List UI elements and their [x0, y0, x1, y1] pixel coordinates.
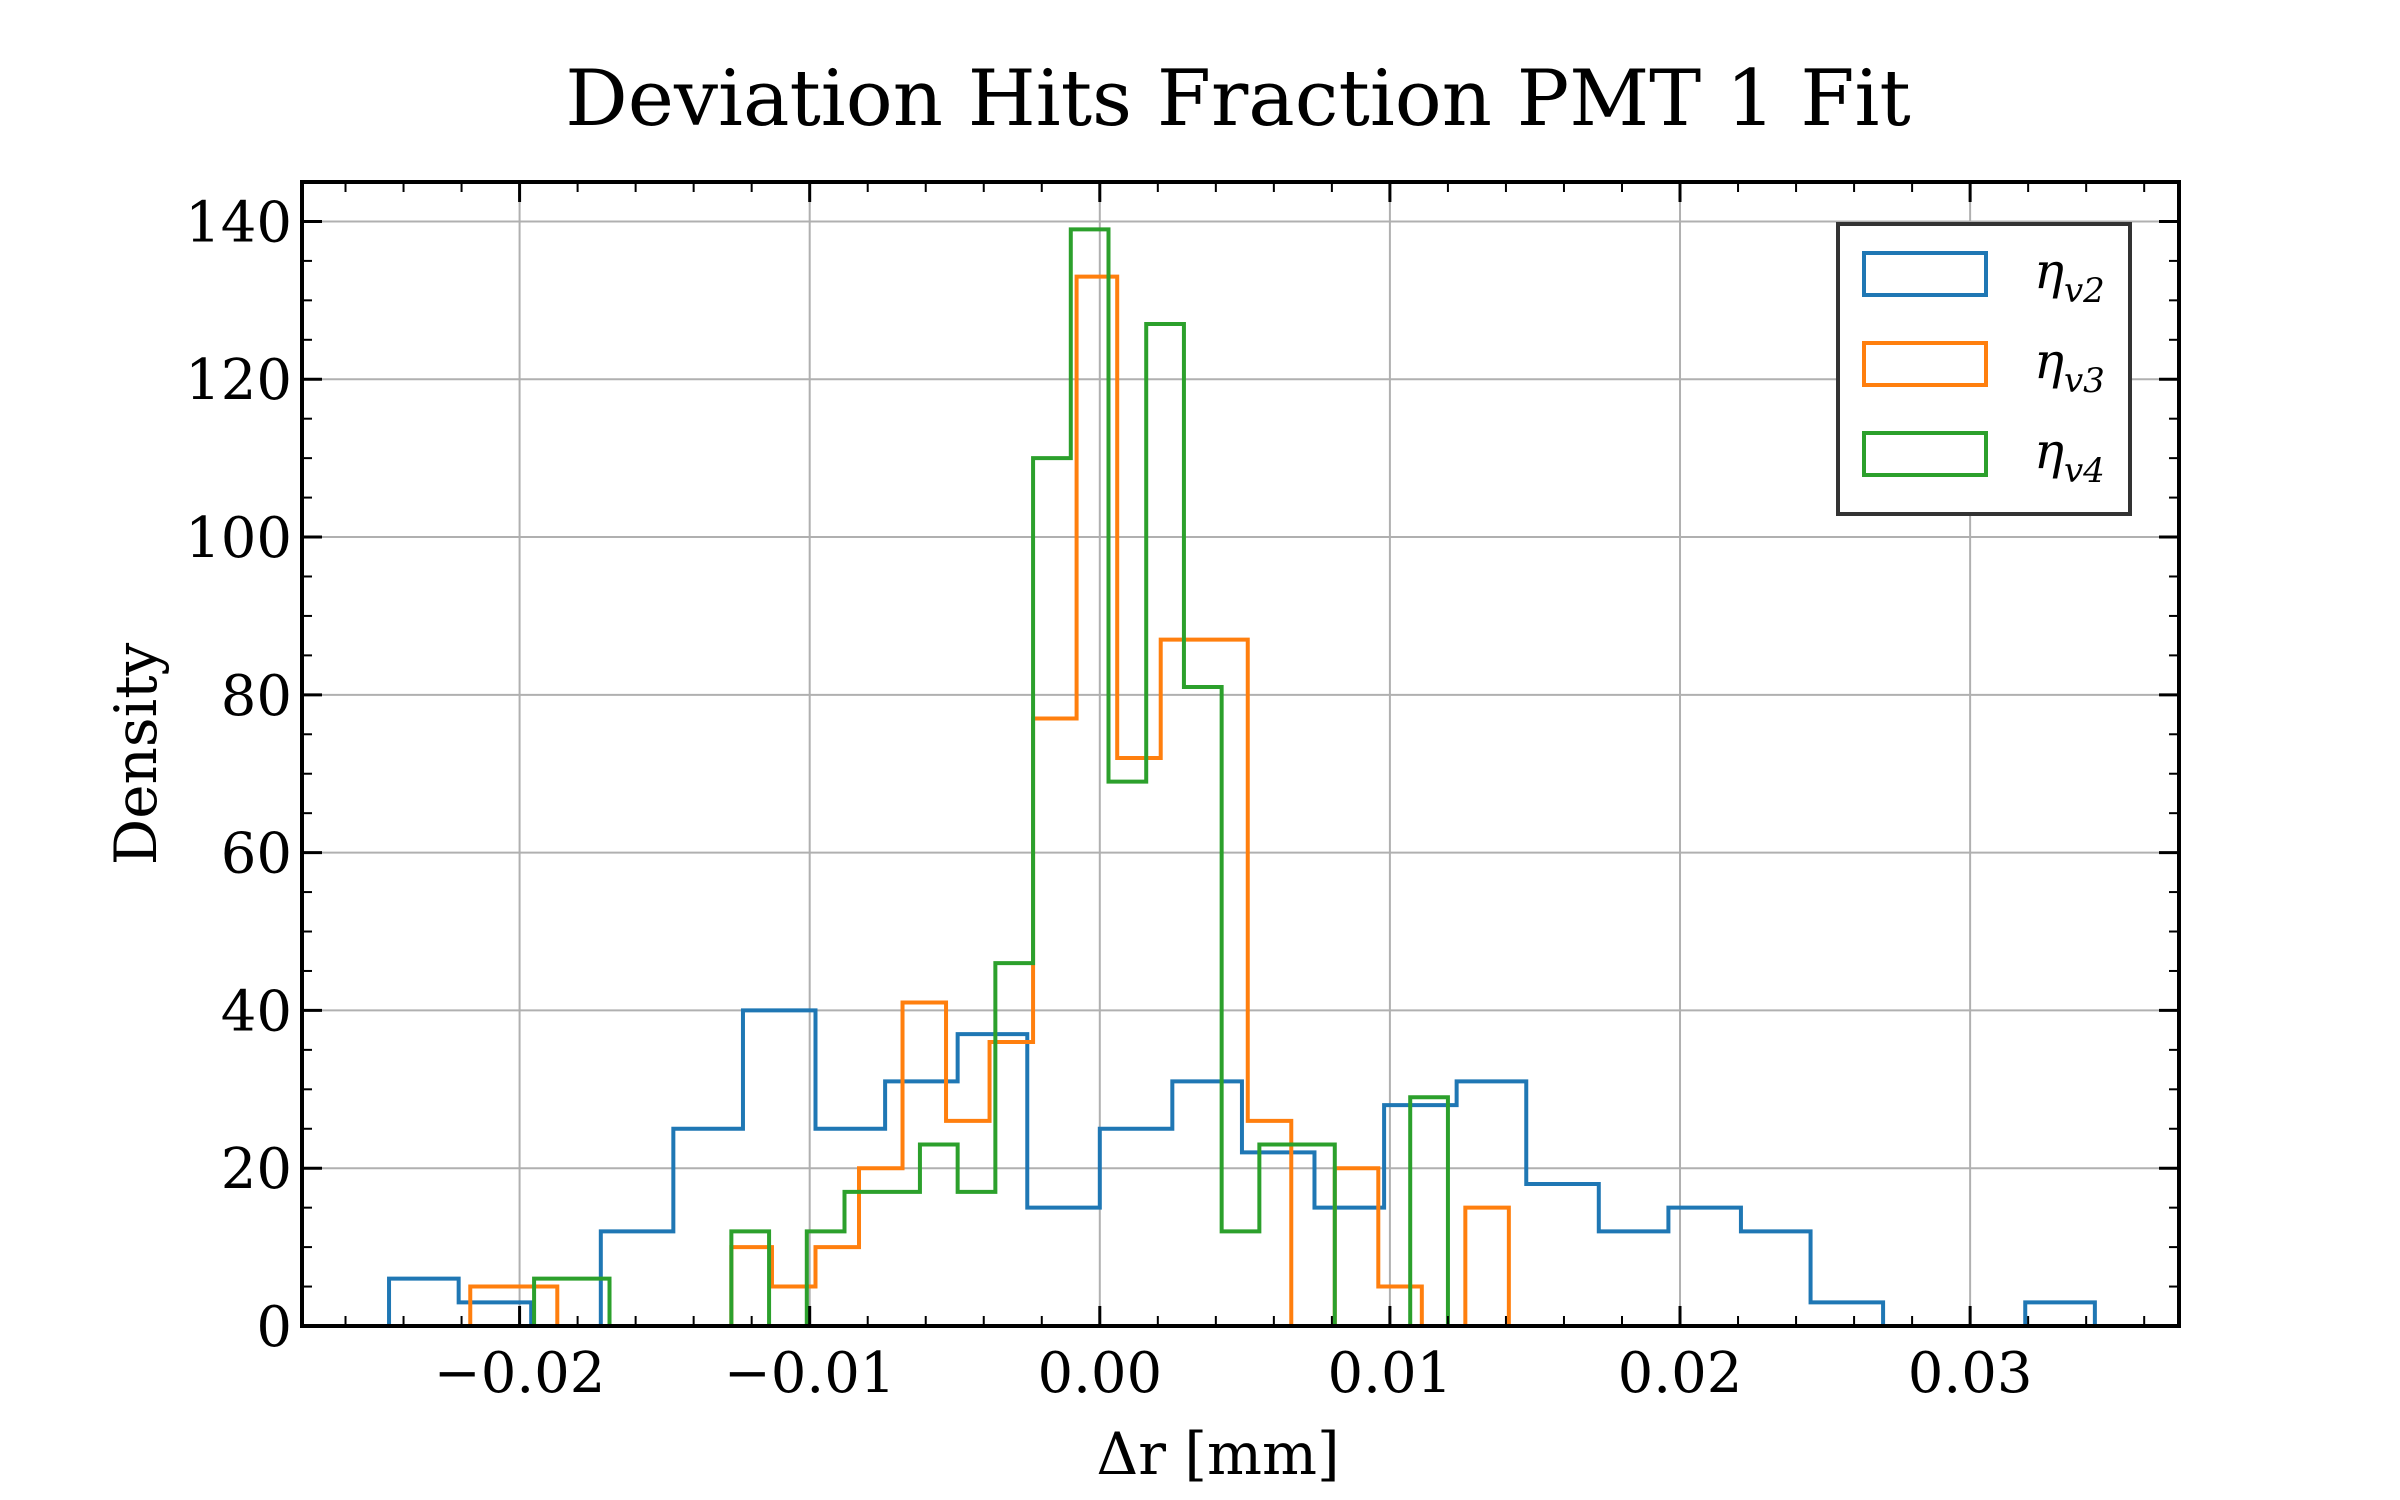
x-tick-label: 0.03 — [1908, 1341, 2033, 1406]
y-tick-label: 80 — [221, 664, 292, 729]
y-axis-label: Density — [102, 642, 170, 865]
legend: ηv2 ηv3 ηv4 — [1836, 222, 2132, 516]
y-tick-label: 140 — [185, 190, 292, 255]
y-tick-label: 120 — [185, 348, 292, 413]
histogram-series-v4 — [532, 227, 1450, 1328]
legend-label-v3: ηv3 — [2034, 332, 2105, 401]
x-axis-label: Δr [mm] — [1096, 1420, 1339, 1488]
plot-frame — [300, 180, 2181, 1328]
x-tick-label: −0.02 — [434, 1341, 606, 1406]
x-tick-label: 0.01 — [1328, 1341, 1453, 1406]
legend-swatch-v3 — [1862, 341, 1988, 387]
y-tick-label: 0 — [256, 1295, 292, 1360]
x-tick-label: −0.01 — [724, 1341, 896, 1406]
x-tick-label: 0.02 — [1618, 1341, 1743, 1406]
ticks — [302, 181, 2179, 1328]
legend-label-v4: ηv4 — [2034, 422, 2105, 491]
histogram-series-v3 — [468, 274, 1511, 1328]
chart-title: Deviation Hits Fraction PMT 1 Fit — [565, 54, 1911, 144]
y-tick-labels: 0 20 40 60 80 100 120 140 — [185, 190, 292, 1360]
legend-swatch-v4 — [1862, 431, 1988, 477]
histogram-series-v2 — [387, 1008, 2097, 1328]
y-tick-label: 40 — [221, 979, 292, 1044]
y-tick-label: 60 — [221, 822, 292, 887]
y-tick-label: 20 — [221, 1137, 292, 1202]
series-layer — [387, 227, 2097, 1328]
legend-label-v2: ηv2 — [2034, 242, 2105, 311]
legend-swatch-v2 — [1862, 251, 1988, 297]
x-tick-label: 0.00 — [1037, 1341, 1162, 1406]
x-tick-labels: −0.02 −0.01 0.00 0.01 0.02 0.03 — [434, 1341, 2033, 1406]
y-tick-label: 100 — [185, 506, 292, 571]
